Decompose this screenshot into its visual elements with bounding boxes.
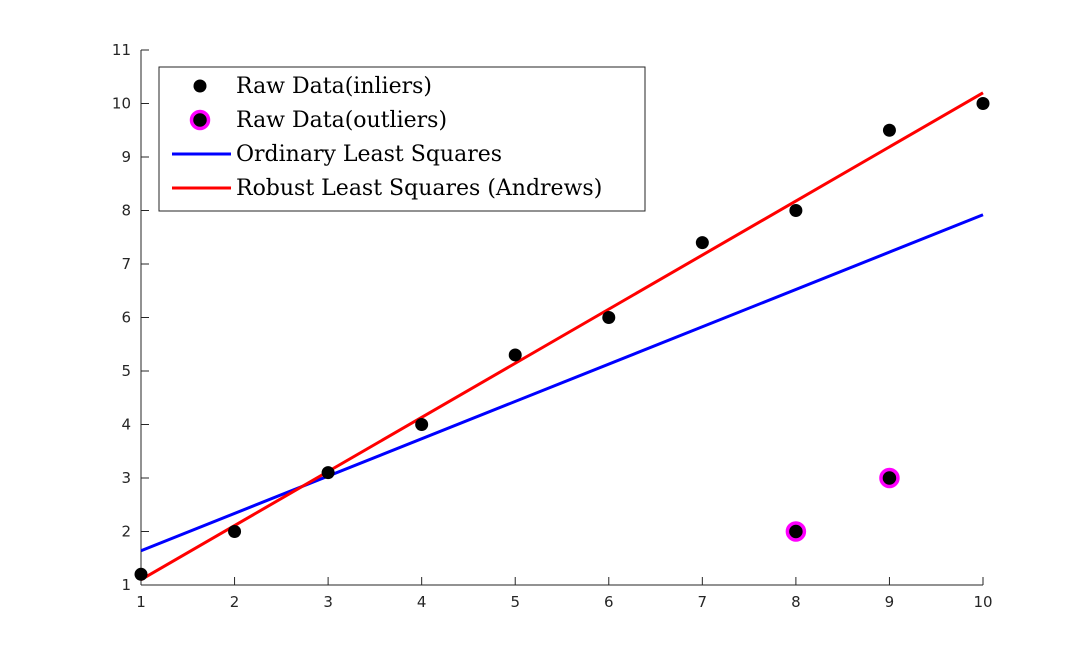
inlier-point [134,567,148,581]
y-tick-label: 1 [121,576,131,594]
legend-label: Raw Data(outliers) [236,108,447,133]
x-tick-label: 3 [323,593,333,611]
x-tick-label: 10 [973,593,992,611]
x-tick-label: 5 [510,593,520,611]
inlier-point [976,97,990,110]
inlier-point [228,525,242,538]
series-line-ordinary-least-squares [140,213,984,553]
inlier-point [695,236,709,250]
plot-area [134,91,990,581]
inlier-point [882,123,896,137]
outlier-point [879,467,900,489]
y-tick-label: 4 [121,416,131,434]
y-tick-label: 3 [121,469,131,487]
x-tick-label: 1 [136,593,146,611]
inlier-point [508,348,522,362]
y-tick-label: 2 [121,523,131,541]
x-tick-label: 9 [885,593,895,611]
series-line-robust-least-squares-andrews [140,91,984,581]
inlier-point [415,418,429,431]
legend: Raw Data(inliers) Raw Data(outliers) Ordin… [158,66,646,212]
x-tick-label: 4 [417,593,427,611]
y-tick-label: 8 [121,202,131,220]
legend-label: Robust Least Squares (Andrews) [236,176,602,201]
y-tick-label: 9 [121,148,131,166]
outlier-point [785,521,807,542]
y-tick-label: 7 [121,255,131,273]
x-tick-label: 8 [791,593,801,611]
legend-marker-outliers [189,109,211,131]
inlier-point [789,204,803,217]
x-tick-label: 2 [230,593,240,611]
axes: 1 2 3 4 5 6 7 8 9 10 1 2 3 4 5 6 7 8 9 10 11 [112,41,993,611]
legend-label: Raw Data(inliers) [236,74,432,99]
y-tick-label: 10 [112,95,131,113]
legend-marker-inliers [193,79,207,93]
y-tick-label: 6 [121,309,131,327]
y-tick-label: 5 [121,362,131,380]
x-tick-label: 7 [698,593,708,611]
y-tick-label: 11 [112,41,131,59]
inlier-point [602,311,616,324]
x-tick-label: 6 [604,593,614,611]
legend-label: Ordinary Least Squares [236,142,502,167]
inlier-point [321,466,335,480]
legend-box [158,66,646,212]
